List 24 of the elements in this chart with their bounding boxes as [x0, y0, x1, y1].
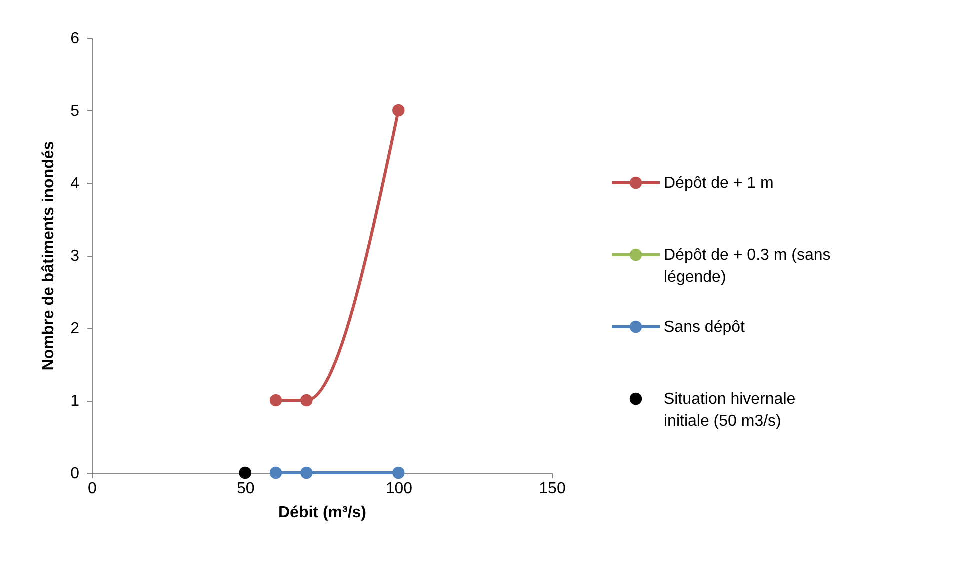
- y-tick-label: 4: [70, 176, 80, 192]
- x-tick-label: 100: [386, 480, 413, 498]
- legend-label: Sans dépôt: [664, 319, 746, 336]
- point: [270, 466, 282, 480]
- legend-label: Situation hivernale initiale (50 m3/s): [664, 391, 796, 430]
- x-tick-label: 50: [236, 480, 255, 498]
- x-tick-label: 150: [539, 480, 566, 498]
- y-tick-label: 2: [70, 320, 80, 338]
- point: [300, 394, 313, 407]
- x-tick-label: 0: [88, 480, 98, 498]
- y-tick-label: 5: [70, 103, 80, 120]
- x-axis-title: Débit (m³/s): [278, 504, 366, 522]
- y-tick-label: 3: [70, 248, 80, 265]
- y-axis-title: Nombre de bâtiments inondés: [40, 141, 58, 371]
- y-tick-label: 1: [70, 393, 80, 410]
- legend-label: Dépôt de + 1 m: [664, 175, 774, 192]
- y-tick-label: 0: [70, 466, 80, 482]
- point: [392, 466, 405, 480]
- point: [239, 466, 252, 480]
- point: [300, 466, 313, 480]
- point: [270, 394, 282, 407]
- legend-label: Dépôt de + 0.3 m (sans légende): [664, 247, 831, 286]
- y-tick-label: 6: [70, 30, 80, 48]
- point: [392, 104, 405, 117]
